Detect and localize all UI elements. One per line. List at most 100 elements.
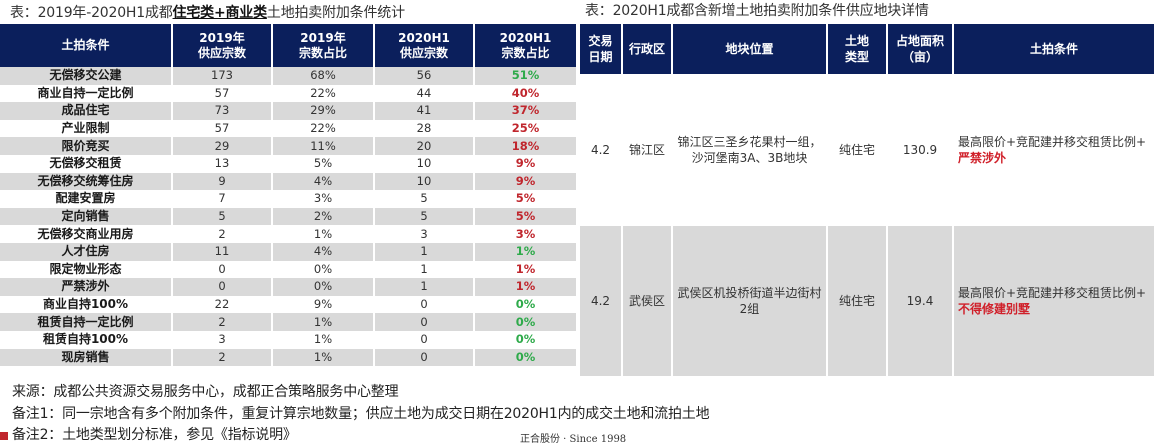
condition-cell: 限定物业形态 xyxy=(0,260,173,279)
condition-cell: 人才住房 xyxy=(0,242,173,261)
pct-2019-cell: 68% xyxy=(272,67,375,85)
pct-2020h1-cell: 3% xyxy=(474,225,576,243)
pct-2019-cell: 0% xyxy=(272,260,375,279)
count-2019-cell: 57 xyxy=(172,119,273,138)
pct-2020h1-cell: 0% xyxy=(474,295,576,314)
pct-2019-cell: 22% xyxy=(272,84,375,103)
count-2019-cell: 5 xyxy=(172,207,273,226)
condition-cell: 无偿移交商业用房 xyxy=(0,225,173,243)
count-2019-cell: 57 xyxy=(172,84,273,103)
pct-2019-cell: 29% xyxy=(272,102,375,120)
pct-2020h1-cell: 9% xyxy=(474,172,576,191)
header-row: 土拍条件 2019年 供应宗数 2019年 宗数占比 2020H1 供应宗数 2020… xyxy=(0,24,576,67)
header-2020h1-pct: 2020H1 宗数占比 xyxy=(474,24,576,67)
pct-2020h1-cell: 1% xyxy=(474,278,576,296)
land-type-cell: 纯住宅 xyxy=(827,74,888,226)
count-2020h1-cell: 20 xyxy=(374,137,475,155)
count-2019-cell: 29 xyxy=(172,137,273,155)
count-2019-cell: 0 xyxy=(172,278,273,296)
pct-2019-cell: 4% xyxy=(272,172,375,191)
table-row: 现房销售 2 1% 0 0% xyxy=(0,348,576,367)
pct-2019-cell: 1% xyxy=(272,225,375,243)
land-type-cell: 纯住宅 xyxy=(827,226,888,376)
count-2020h1-cell: 0 xyxy=(374,295,475,314)
count-2019-cell: 7 xyxy=(172,190,273,208)
conditions-cell: 最高限价+竞配建并移交租赁比例+ 严禁涉外 xyxy=(953,74,1154,226)
date-cell: 4.2 xyxy=(580,74,623,226)
pct-2020h1-cell: 1% xyxy=(474,260,576,279)
count-2020h1-cell: 1 xyxy=(374,278,475,296)
pct-2020h1-cell: 0% xyxy=(474,330,576,349)
count-2020h1-cell: 28 xyxy=(374,119,475,138)
condition-cell: 成品住宅 xyxy=(0,102,173,120)
parcel-details-table: 交易 日期 行政区 地块位置 土地 类型 占地面积 （亩） 土拍条件 4.2 锦江区 … xyxy=(580,24,1154,376)
count-2020h1-cell: 10 xyxy=(374,172,475,191)
condition-cell: 严禁涉外 xyxy=(0,278,173,296)
pct-2019-cell: 0% xyxy=(272,278,375,296)
table-row: 商业自持100% 22 9% 0 0% xyxy=(0,295,576,314)
condition-cell: 租赁自持一定比例 xyxy=(0,313,173,331)
header-location: 地块位置 xyxy=(672,24,828,74)
count-2019-cell: 11 xyxy=(172,242,273,261)
count-2019-cell: 2 xyxy=(172,348,273,367)
table-row: 4.2 锦江区 锦江区三圣乡花果村一组， 沙河堡南3A、3B地块 纯住宅 130.… xyxy=(580,74,1154,226)
condition-cell: 商业自持一定比例 xyxy=(0,84,173,103)
table-row: 配建安置房 7 3% 5 5% xyxy=(0,190,576,208)
pct-2019-cell: 9% xyxy=(272,295,375,314)
pct-2020h1-cell: 51% xyxy=(474,67,576,85)
pct-2020h1-cell: 37% xyxy=(474,102,576,120)
pct-2020h1-cell: 1% xyxy=(474,242,576,261)
right-table-caption: 表：2020H1成都含新增土地拍卖附加条件供应地块详情 xyxy=(585,3,929,19)
count-2020h1-cell: 0 xyxy=(374,348,475,367)
count-2020h1-cell: 56 xyxy=(374,67,475,85)
count-2020h1-cell: 41 xyxy=(374,102,475,120)
pct-2019-cell: 2% xyxy=(272,207,375,226)
count-2019-cell: 2 xyxy=(172,225,273,243)
count-2020h1-cell: 1 xyxy=(374,242,475,261)
table-row: 限价竞买 29 11% 20 18% xyxy=(0,137,576,155)
condition-cell: 现房销售 xyxy=(0,348,173,367)
brand-mark-icon xyxy=(0,432,8,440)
caption-prefix: 表：2019年-2020H1成都 xyxy=(10,5,173,21)
count-2020h1-cell: 1 xyxy=(374,260,475,279)
note-2: 备注2：土地类型划分标准，参见《指标说明》 xyxy=(12,427,297,443)
pct-2019-cell: 5% xyxy=(272,154,375,173)
table-row: 租赁自持100% 3 1% 0 0% xyxy=(0,330,576,349)
highlight-condition: 不得修建别墅 xyxy=(958,302,1031,316)
date-cell: 4.2 xyxy=(580,226,623,376)
pct-2020h1-cell: 0% xyxy=(474,348,576,367)
table-row: 限定物业形态 0 0% 1 1% xyxy=(0,260,576,279)
district-cell: 锦江区 xyxy=(622,74,673,226)
count-2020h1-cell: 0 xyxy=(374,313,475,331)
pct-2020h1-cell: 18% xyxy=(474,137,576,155)
table-row: 无偿移交公建 173 68% 56 51% xyxy=(0,67,576,85)
header-date: 交易 日期 xyxy=(580,24,623,74)
count-2020h1-cell: 3 xyxy=(374,225,475,243)
table-row: 无偿移交统筹住房 9 4% 10 9% xyxy=(0,172,576,191)
header-row: 交易 日期 行政区 地块位置 土地 类型 占地面积 （亩） 土拍条件 xyxy=(580,24,1154,74)
table-row: 无偿移交商业用房 2 1% 3 3% xyxy=(0,225,576,243)
pct-2020h1-cell: 40% xyxy=(474,84,576,103)
condition-cell: 无偿移交租赁 xyxy=(0,154,173,173)
table-row: 成品住宅 73 29% 41 37% xyxy=(0,102,576,120)
conditions-cell: 最高限价+竞配建并移交租赁比例+ 不得修建别墅 xyxy=(953,226,1154,376)
table-row: 定向销售 5 2% 5 5% xyxy=(0,207,576,226)
header-conditions: 土拍条件 xyxy=(953,24,1154,74)
table-row: 4.2 武侯区 武侯区机投桥街道半边街村 2组 纯住宅 19.4 最高限价+竞配建… xyxy=(580,226,1154,376)
note-1: 备注1：同一宗地含有多个附加条件，重复计算宗地数量；供应土地为成交日期在2020… xyxy=(12,406,710,422)
district-cell: 武侯区 xyxy=(622,226,673,376)
count-2019-cell: 3 xyxy=(172,330,273,349)
count-2019-cell: 0 xyxy=(172,260,273,279)
condition-cell: 租赁自持100% xyxy=(0,330,173,349)
pct-2019-cell: 1% xyxy=(272,348,375,367)
count-2019-cell: 73 xyxy=(172,102,273,120)
area-cell: 130.9 xyxy=(887,74,954,226)
condition-cell: 配建安置房 xyxy=(0,190,173,208)
pct-2019-cell: 11% xyxy=(272,137,375,155)
location-cell: 锦江区三圣乡花果村一组， 沙河堡南3A、3B地块 xyxy=(672,74,828,226)
count-2019-cell: 22 xyxy=(172,295,273,314)
condition-cell: 无偿移交统筹住房 xyxy=(0,172,173,191)
pct-2019-cell: 3% xyxy=(272,190,375,208)
count-2019-cell: 13 xyxy=(172,154,273,173)
header-land-type: 土地 类型 xyxy=(827,24,888,74)
